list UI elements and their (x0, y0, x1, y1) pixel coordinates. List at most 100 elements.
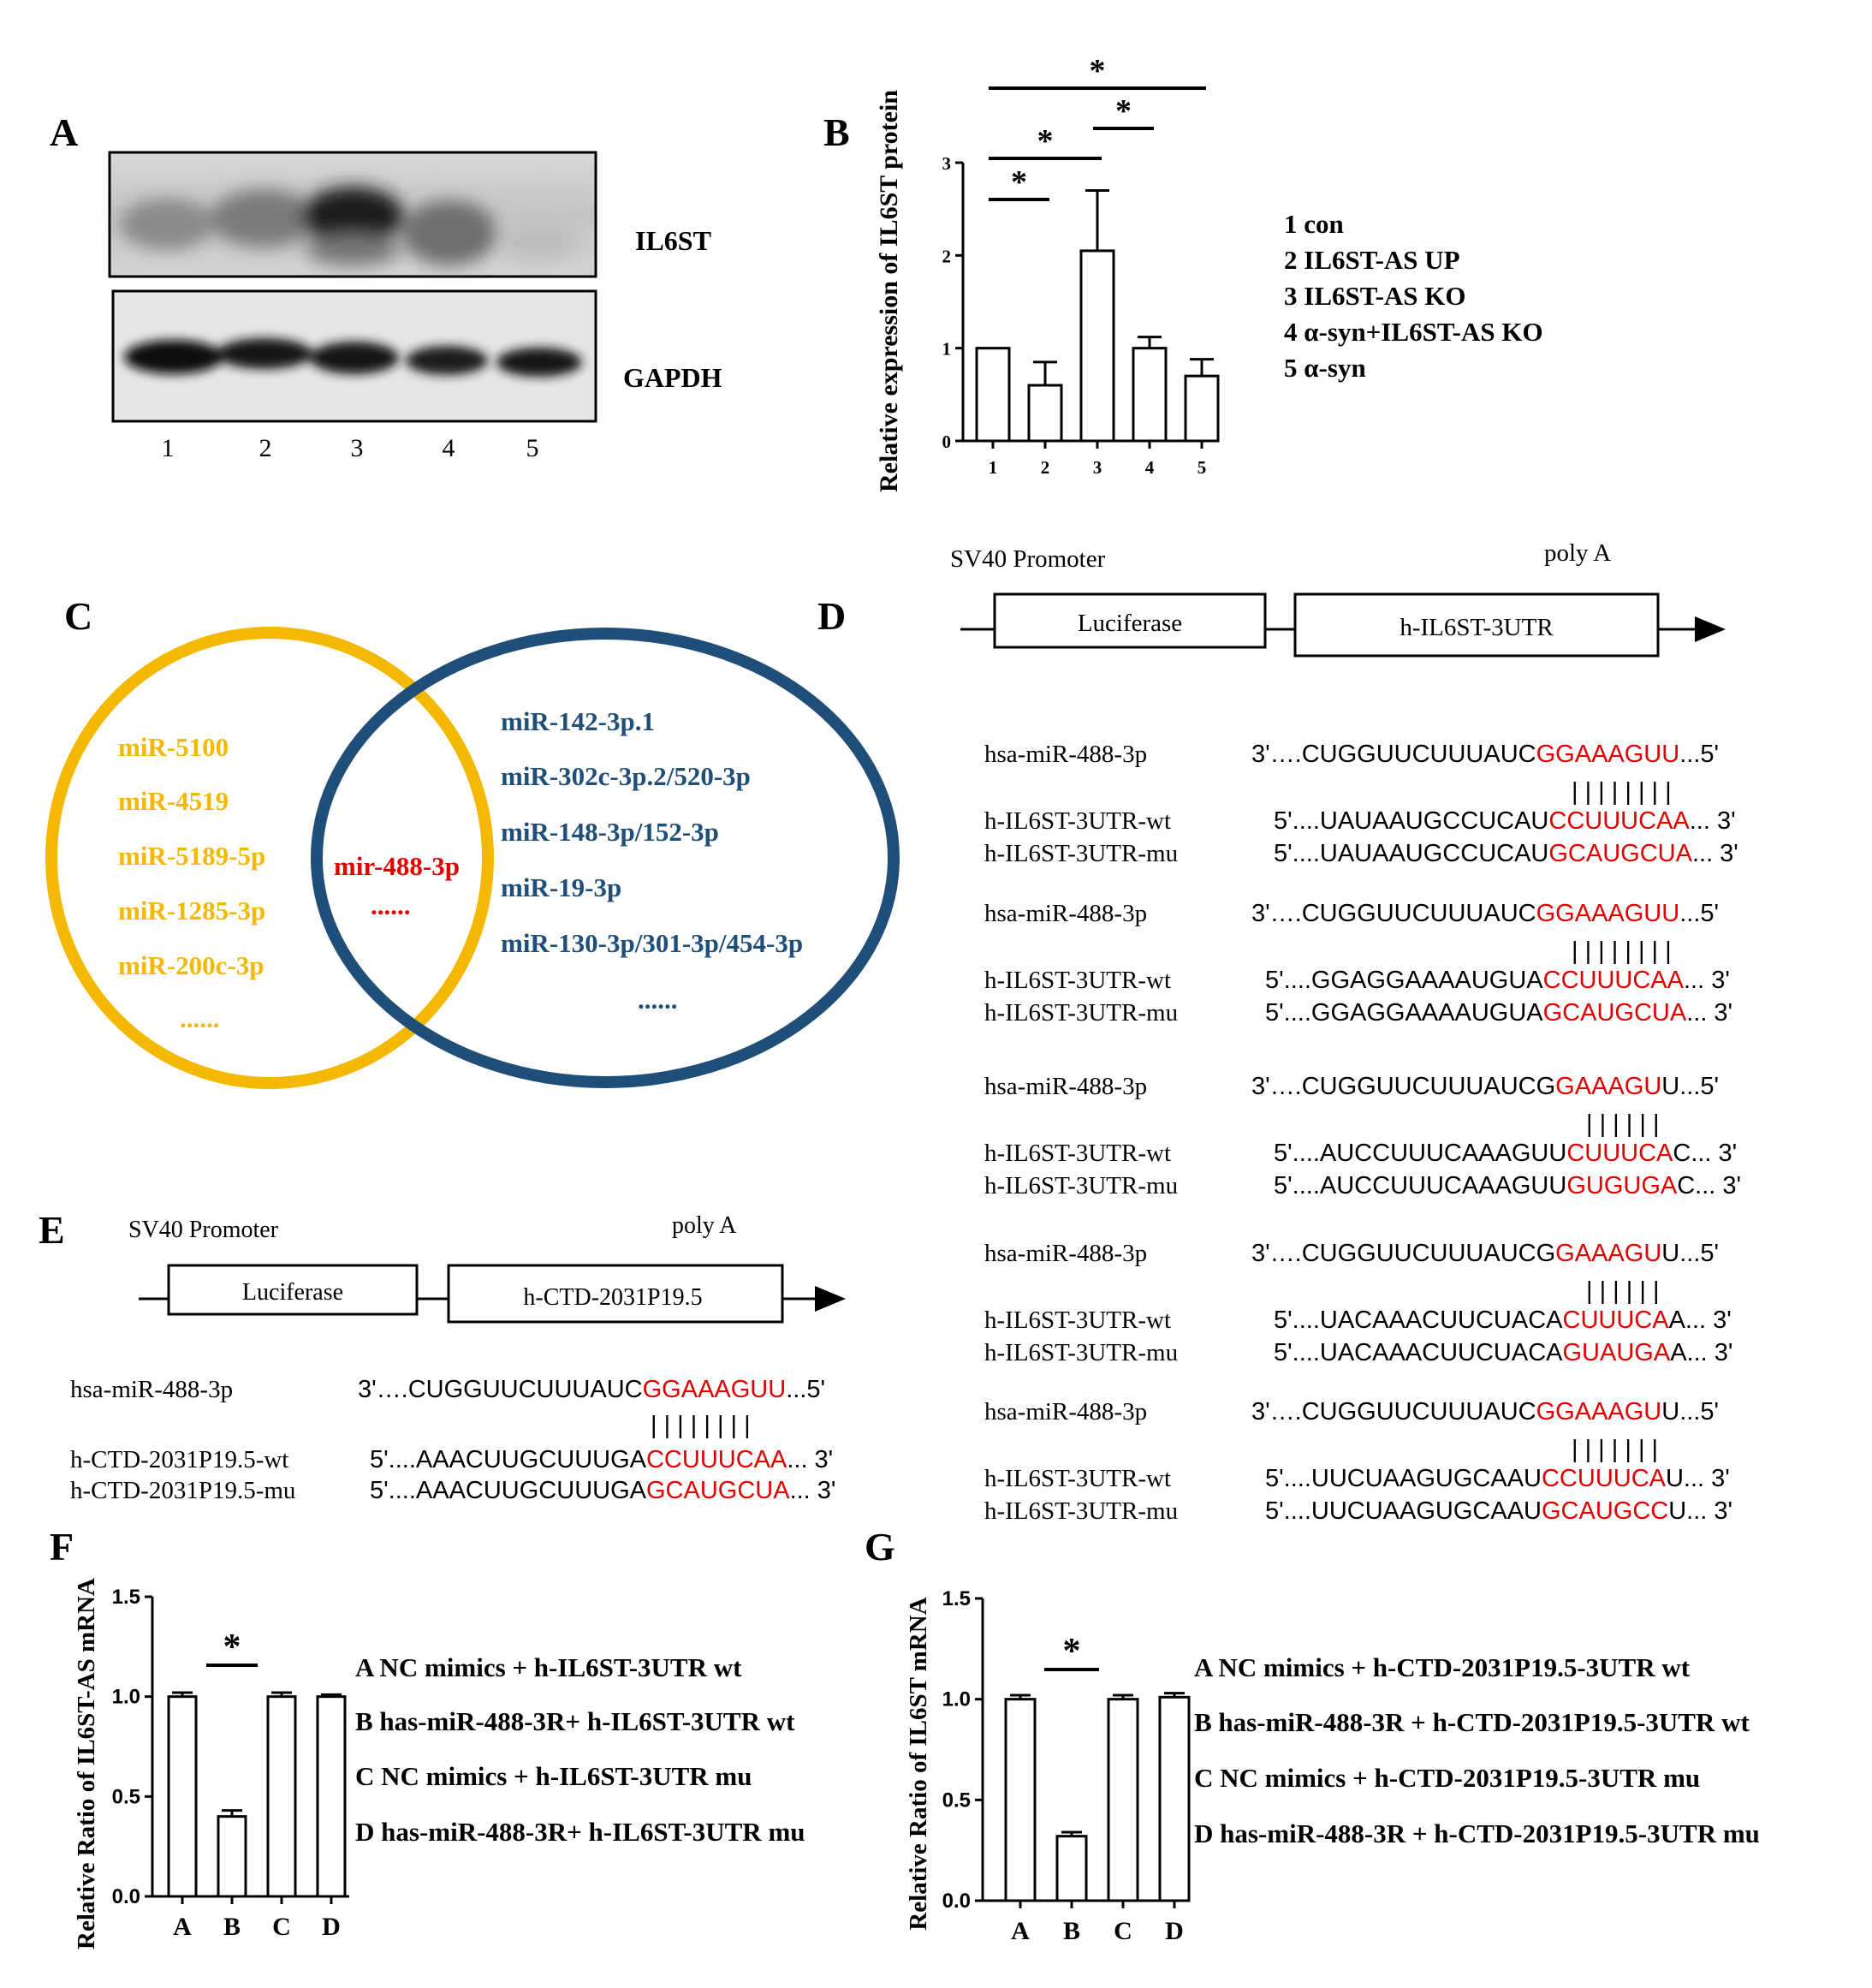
panel-letter-g: G (865, 1525, 895, 1568)
significance-star: * (1115, 93, 1132, 129)
venn-right-items: miR-142-3p.1 miR-302c-3p.2/520-3p miR-14… (501, 706, 803, 1015)
wt-label: h-CTD-2031P19.5-wt (70, 1446, 288, 1473)
polya-label: poly A (672, 1212, 737, 1239)
y-tick-label: 1 (942, 339, 952, 360)
x-tick-label: 1 (989, 457, 998, 478)
sequence-line: 3'….CUGGUUCUUUAUCGGAAAGUU...5' (1251, 1240, 1719, 1267)
x-tick-label: B (1063, 1917, 1080, 1945)
y-tick-label: 0 (942, 432, 952, 452)
venn-left-circle (45, 627, 494, 1089)
significance-star: * (223, 1628, 241, 1667)
gapdh-bands (124, 338, 582, 377)
panel-c: C miR-5100 miR-4519 miR-5189-5p miR-1285… (45, 594, 900, 1089)
sequence-line: 5'....GGAGGAAAAUGUAGCAUGCUA... 3' (1265, 999, 1732, 1027)
legend-item: 4 α-syn+IL6ST-AS KO (1284, 317, 1543, 347)
bar (1132, 347, 1168, 443)
mirna-item: miR-4519 (118, 786, 229, 816)
sequence-line: 3'….CUGGUUCUUUAUCGGAAAGUU...5' (1251, 900, 1719, 927)
legend-item: 3 IL6ST-AS KO (1284, 281, 1466, 311)
sequence-line: 5'....UAUAAUGCCUCAUCCUUUCAA... 3' (1274, 807, 1736, 835)
base-pair-bars: | | | | | | | (1572, 1436, 1658, 1463)
sequence-line: 5'....UACAAACUUCUACAGUAUGAA... 3' (1274, 1339, 1732, 1366)
legend-item: D has-miR-488-3R + h-CTD-2031P19.5-3UTR … (1194, 1818, 1760, 1848)
panel-b: B Relative expression of IL6ST protein 0… (823, 53, 1543, 492)
bar (167, 1695, 198, 1898)
lane-label: 2 (259, 434, 272, 462)
bar (975, 347, 1011, 443)
promoter-label: SV40 Promoter (950, 545, 1106, 573)
sequence-line: 5'....AAACUUGCUUUGACCUUUCAA... 3' (370, 1446, 833, 1473)
bar (1184, 374, 1220, 443)
wt-label: h-IL6ST-3UTR-wt (984, 1140, 1171, 1167)
lncrna-label: h-CTD-2031P19.5 (523, 1284, 702, 1311)
sequence-block: hsa-miR-488-3p 3'….CUGGUUCUUUAUCGGAAAGUU.… (984, 741, 1738, 867)
significance-star: * (1037, 123, 1054, 159)
base-pair-bars: | | | | | | | | (1572, 937, 1672, 965)
wt-label: h-IL6ST-3UTR-wt (984, 1465, 1171, 1492)
base-pair-bars: | | | | | | | | (1572, 778, 1672, 806)
panel-letter-c: C (64, 594, 92, 638)
mirna-label: hsa-miR-488-3p (70, 1376, 233, 1403)
chart-f-ylabel: Relative Ratio of IL6ST-AS mRNA (73, 1578, 100, 1949)
luciferase-box (993, 592, 1267, 649)
mirna-ellipsis: ...... (180, 1003, 220, 1033)
base-pair-bars: | | | | | | (1586, 1277, 1660, 1305)
y-tick-label: 3 (942, 153, 952, 174)
lane-label: 4 (443, 434, 455, 462)
chart-f-legend: A NC mimics + h-IL6ST-3UTR wt B has-miR-… (355, 1652, 805, 1847)
legend-item: B has-miR-488-3R+ h-IL6ST-3UTR wt (355, 1706, 795, 1736)
sequence-line: 5'....AUCCUUUCAAAGUUCUUUCAC... 3' (1274, 1140, 1737, 1167)
y-tick-label: 1.5 (942, 1587, 971, 1610)
mu-label: h-CTD-2031P19.5-mu (70, 1477, 295, 1504)
base-pair-bars: | | | | | | (1586, 1110, 1660, 1138)
panel-g: G Relative Ratio of IL6ST mRNA 0.0 0.5 1.0… (865, 1525, 1760, 1945)
sequence-line: 5'....UAUAAUGCCUCAUGCAUGCUA... 3' (1274, 840, 1738, 867)
legend-item: B has-miR-488-3R + h-CTD-2031P19.5-3UTR … (1194, 1707, 1750, 1737)
lane-label: 1 (162, 434, 175, 462)
luciferase-label: Luciferase (242, 1279, 343, 1306)
overlap-mirna: mir-488-3p (334, 851, 460, 881)
mirna-item: miR-200c-3p (118, 950, 264, 980)
y-tick-label: 1.0 (942, 1688, 971, 1711)
utr-label: h-IL6ST-3UTR (1400, 614, 1554, 641)
panel-letter-f: F (50, 1525, 74, 1568)
panel-letter-d: D (817, 594, 846, 638)
x-tick-label: A (173, 1913, 192, 1941)
lane-label: 5 (526, 434, 539, 462)
legend-item: 2 IL6ST-AS UP (1284, 245, 1460, 275)
chart-g: 0.0 0.5 1.0 1.5 A B C D * (942, 1587, 1191, 1945)
panel-letter-b: B (823, 110, 850, 154)
significance-star: * (1063, 1632, 1081, 1671)
sequence-line: 5'....UUCUAAGUGCAAUGCAUGCCU... 3' (1265, 1497, 1732, 1525)
sequence-line: 5'....AAACUUGCUUUGAGCAUGCUA... 3' (370, 1477, 835, 1504)
base-pair-bars: | | | | | | | | (651, 1412, 751, 1439)
y-tick-label: 1.0 (112, 1686, 140, 1709)
mu-label: h-IL6ST-3UTR-mu (984, 840, 1178, 867)
legend-item: A NC mimics + h-CTD-2031P19.5-3UTR wt (1194, 1652, 1691, 1682)
lncrna-box (447, 1264, 784, 1324)
lane-labels: 1 2 3 4 5 (162, 434, 539, 462)
legend-item: C NC mimics + h-IL6ST-3UTR mu (355, 1761, 752, 1791)
e-sequence-block: hsa-miR-488-3p 3'….CUGGUUCUUUAUCGGAAAGUU.… (70, 1376, 835, 1504)
mirna-label: hsa-miR-488-3p (984, 1073, 1147, 1100)
panel-e: E SV40 Promoter poly A Luciferase h-CTD-… (39, 1208, 846, 1504)
mirna-label: hsa-miR-488-3p (984, 1398, 1147, 1426)
sequence-line: 5'....GGAGGAAAAUGUACCUUUCAA... 3' (1265, 967, 1730, 994)
bar (1158, 1695, 1191, 1902)
mirna-item: miR-5100 (118, 732, 229, 762)
mirna-item: miR-19-3p (501, 872, 621, 902)
chart-g-legend: A NC mimics + h-CTD-2031P19.5-3UTR wt B … (1194, 1652, 1760, 1848)
sequence-block: hsa-miR-488-3p 3'….CUGGUUCUUUAUCGGAAAGUU.… (984, 1240, 1732, 1366)
sequence-block: hsa-miR-488-3p 3'….CUGGUUCUUUAUCGGAAAGUU.… (984, 1073, 1741, 1199)
bar (1079, 249, 1115, 443)
sequence-line: 3'….CUGGUUCUUUAUCGGAAAGUU...5' (1251, 741, 1719, 768)
chart-g-ylabel: Relative Ratio of IL6ST mRNA (905, 1597, 932, 1930)
sequence-line: 3'….CUGGUUCUUUAUCGGAAAGUU...5' (1251, 1073, 1719, 1100)
mirna-label: hsa-miR-488-3p (984, 900, 1147, 927)
x-tick-label: D (322, 1913, 341, 1941)
legend-item: C NC mimics + h-CTD-2031P19.5-3UTR mu (1194, 1763, 1700, 1793)
mirna-label: hsa-miR-488-3p (984, 1240, 1147, 1267)
mirna-label: hsa-miR-488-3p (984, 741, 1147, 768)
